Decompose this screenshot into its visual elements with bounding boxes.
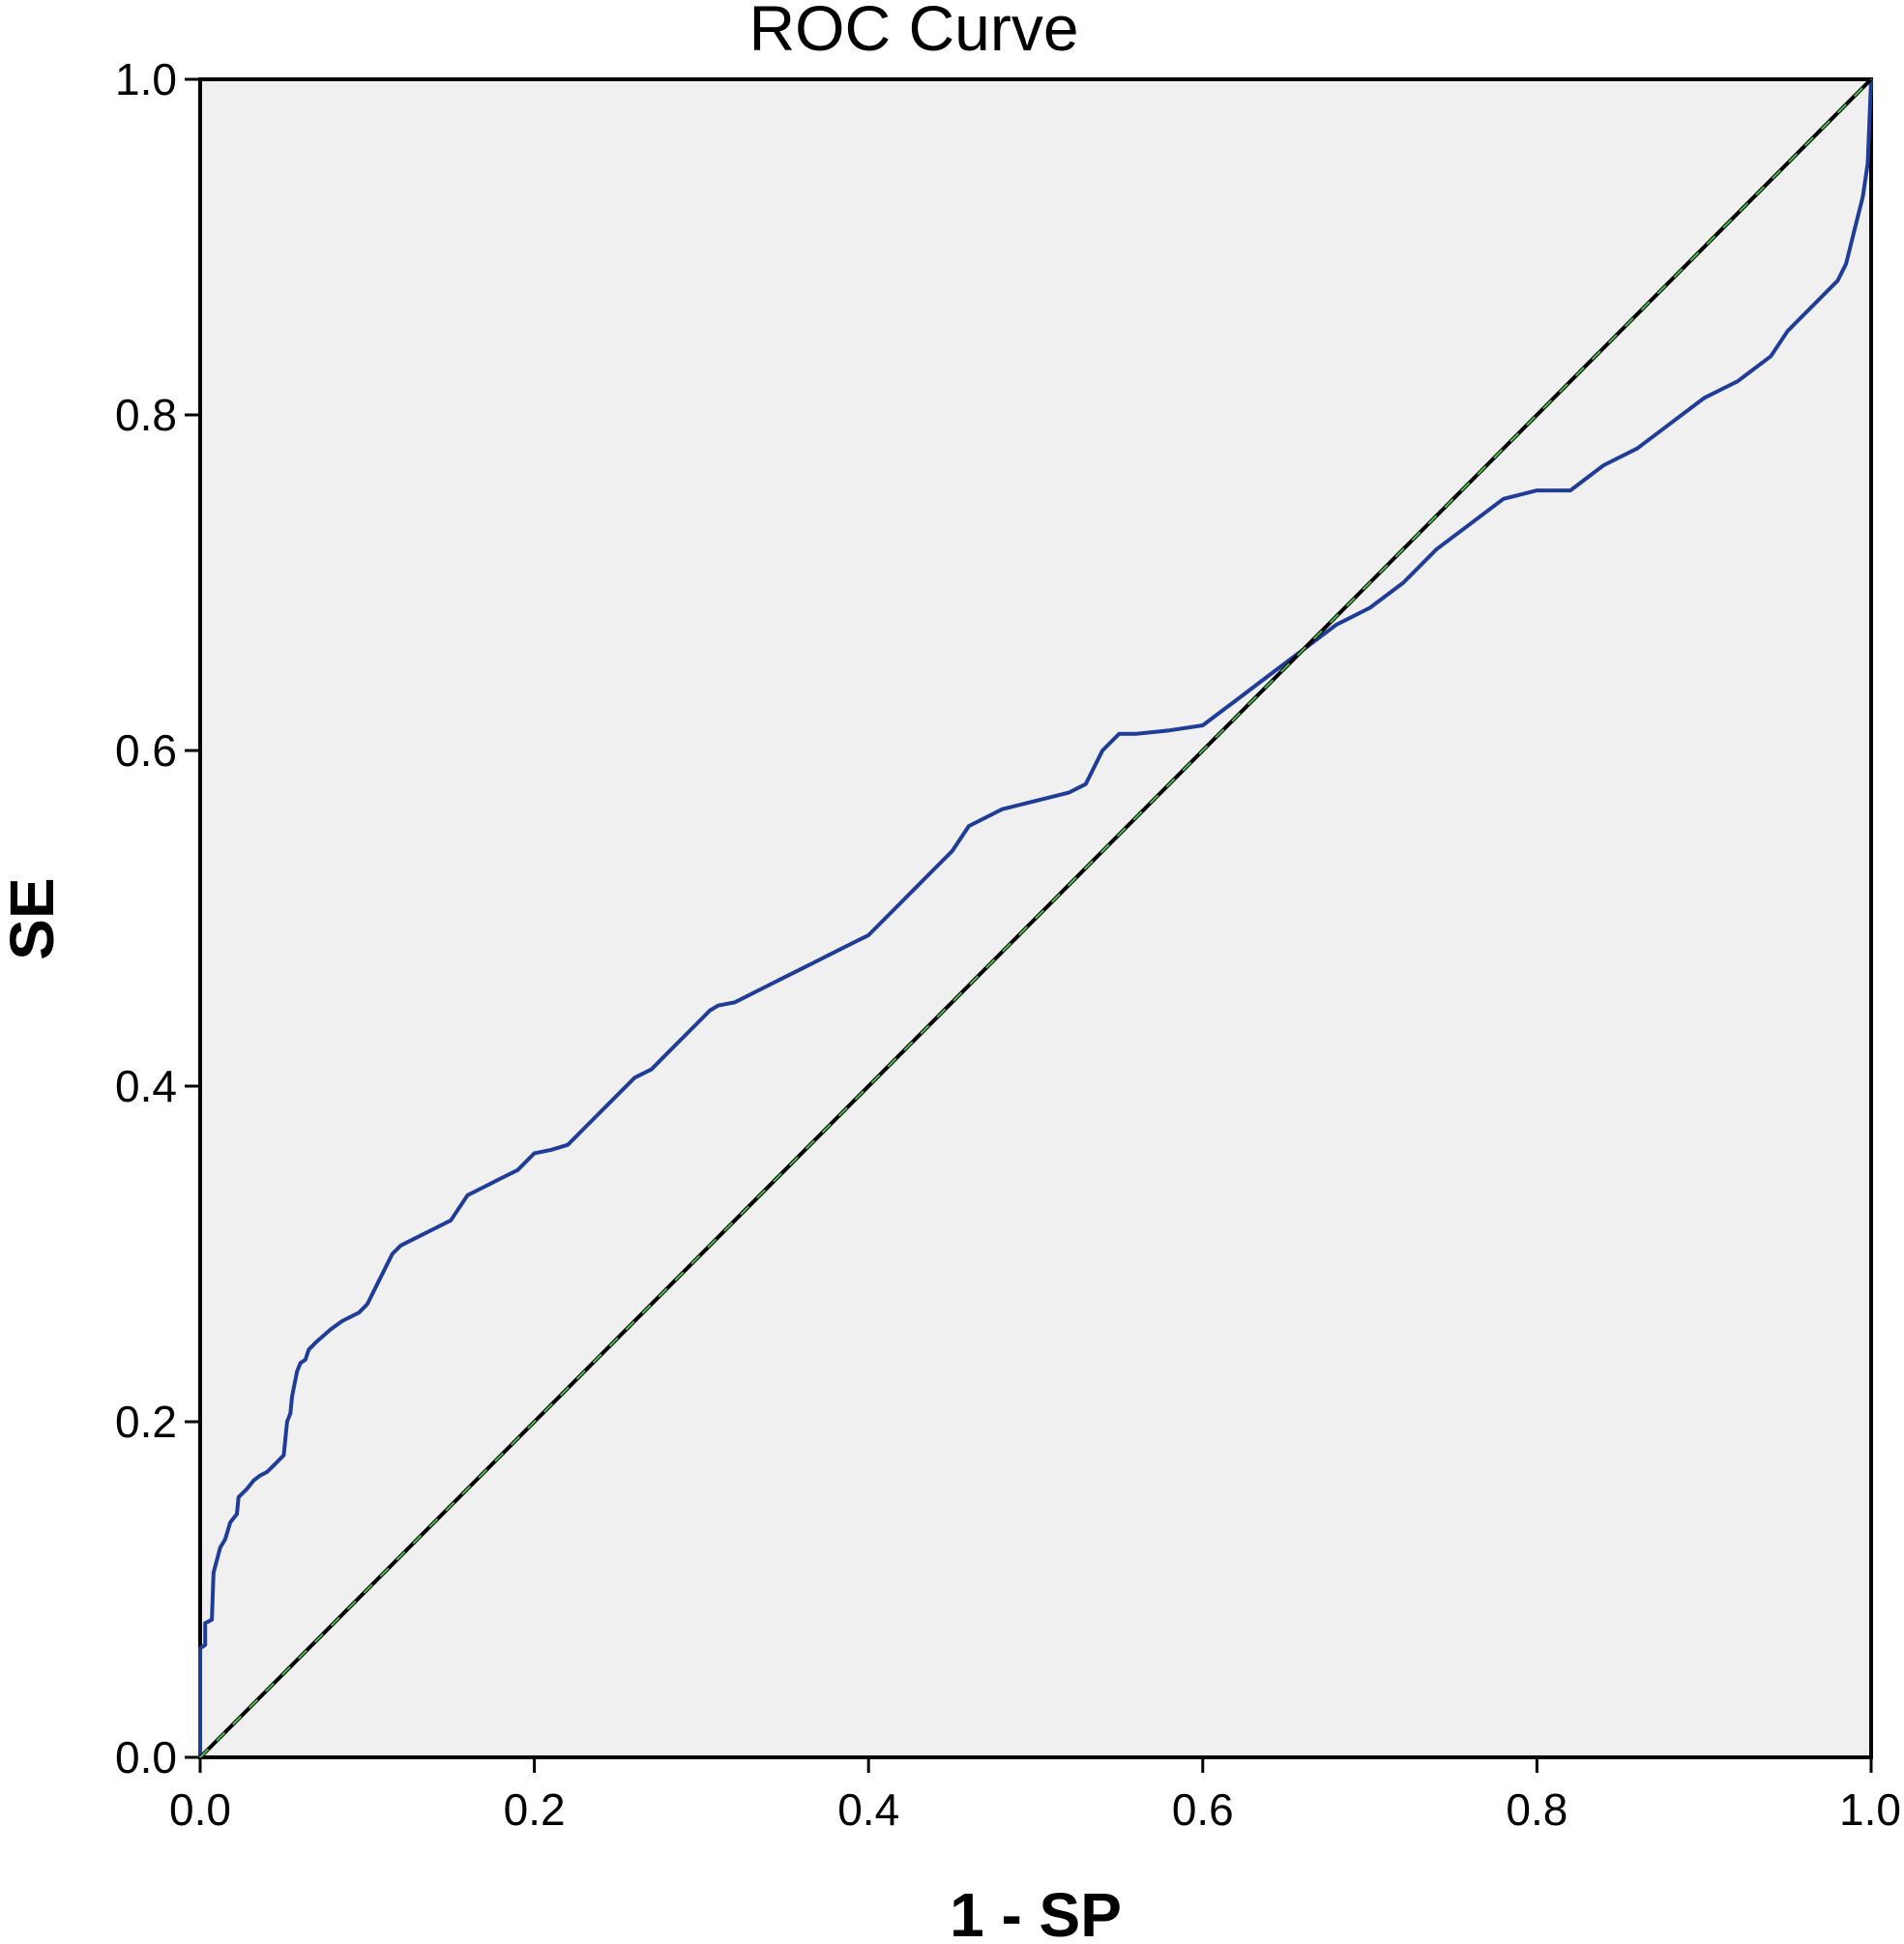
y-axis-ticks: 0.0 0.2 0.4 0.6 0.8 1.0 <box>115 54 200 1782</box>
y-tick-label: 0.2 <box>115 1397 177 1447</box>
y-tick-label: 1.0 <box>115 54 177 104</box>
y-tick-label: 0.6 <box>115 725 177 776</box>
x-tick-label: 0.0 <box>169 1784 231 1835</box>
x-axis-label: 1 - SP <box>950 1880 1122 1944</box>
x-tick-label: 0.8 <box>1506 1784 1567 1835</box>
y-tick-label: 0.0 <box>115 1732 177 1782</box>
series-layer <box>198 77 1873 1759</box>
x-tick-label: 0.4 <box>837 1784 899 1835</box>
x-tick-label: 1.0 <box>1839 1784 1901 1835</box>
roc-curve-line <box>198 78 1873 1757</box>
x-tick-label: 0.2 <box>504 1784 566 1835</box>
y-tick-label: 0.4 <box>115 1061 177 1111</box>
x-axis-ticks: 0.0 0.2 0.4 0.6 0.8 1.0 <box>169 1757 1901 1835</box>
chart-title: ROC Curve <box>748 0 1078 64</box>
y-tick-label: 0.8 <box>115 390 177 440</box>
y-axis-label: SE <box>0 877 67 959</box>
x-tick-label: 0.6 <box>1172 1784 1234 1835</box>
reference-diagonal-dash <box>199 78 1872 1758</box>
